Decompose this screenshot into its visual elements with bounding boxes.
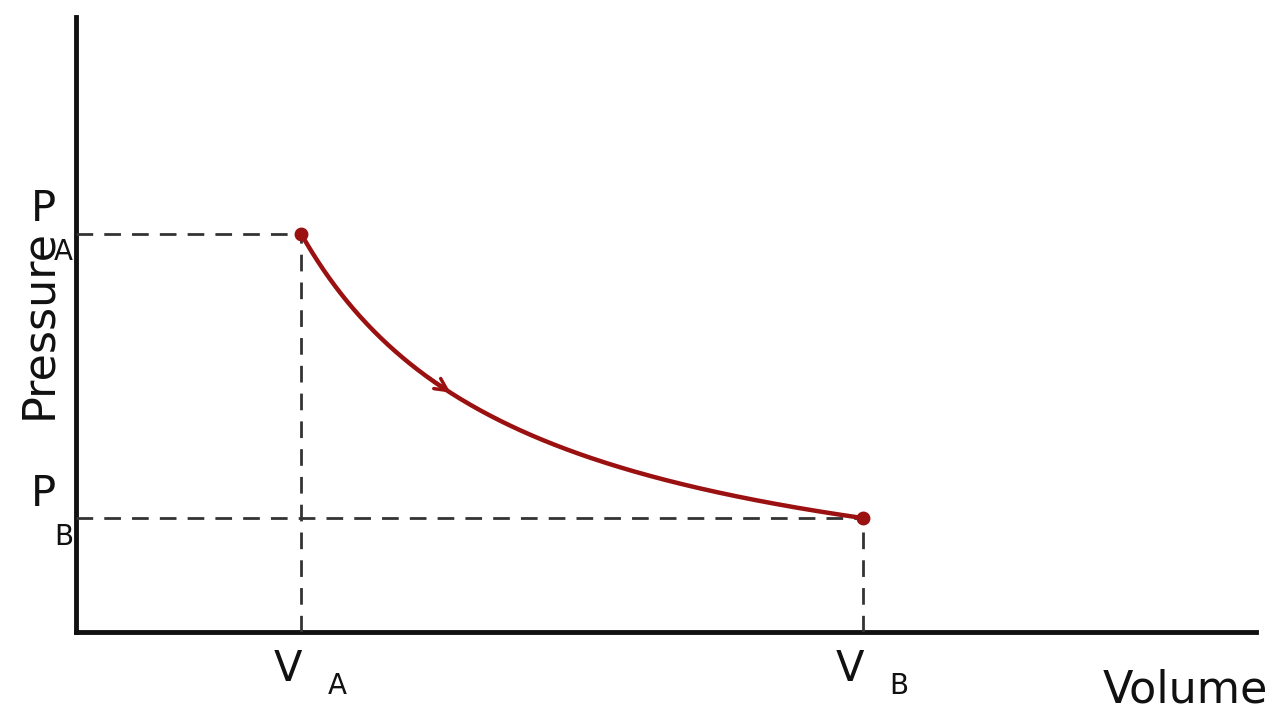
- Text: V: V: [273, 647, 302, 689]
- Y-axis label: Pressure: Pressure: [17, 229, 60, 419]
- Text: P: P: [31, 473, 56, 515]
- Text: B: B: [889, 671, 908, 700]
- Text: A: A: [54, 239, 73, 266]
- Text: B: B: [54, 523, 73, 551]
- Text: P: P: [31, 188, 56, 230]
- Text: V: V: [835, 647, 863, 689]
- Text: A: A: [327, 671, 346, 700]
- Text: Volume: Volume: [1103, 668, 1268, 712]
